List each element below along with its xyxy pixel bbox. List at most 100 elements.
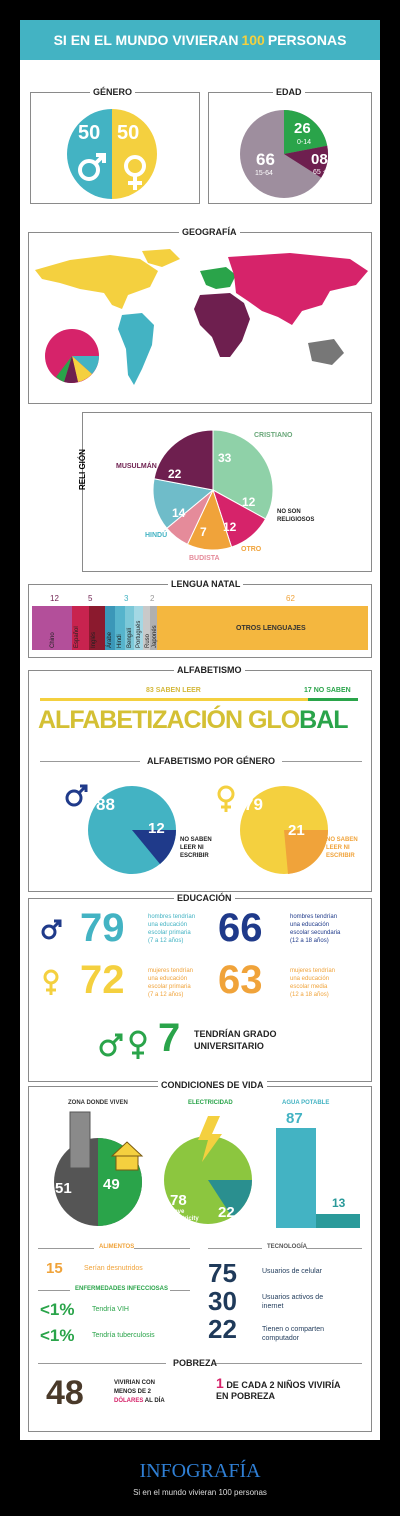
divider bbox=[208, 1248, 262, 1249]
lengua-value-3: 3 bbox=[124, 594, 129, 603]
text-line: escolar secundaria bbox=[290, 930, 341, 936]
label-no-son: NO SON bbox=[277, 509, 301, 515]
value-musulman: 22 bbox=[168, 467, 182, 481]
female-illiterate-value: 21 bbox=[288, 822, 305, 839]
elderly-slice bbox=[284, 145, 329, 178]
saben-leer-text: SABEN LEER bbox=[155, 687, 201, 694]
edad-adults-label: 15-64 bbox=[255, 170, 273, 177]
text-line: escolar primaria bbox=[148, 930, 191, 936]
internet-value: 30 bbox=[208, 1286, 237, 1316]
female-literate-value: 79 bbox=[244, 795, 263, 814]
genero-pie bbox=[67, 109, 157, 199]
label-line: Tienen o comparten bbox=[262, 1326, 324, 1333]
label-religiosos: RELIGIOSOS bbox=[277, 517, 315, 523]
hindu-slice bbox=[152, 478, 215, 529]
no-electricity-slice bbox=[208, 1180, 253, 1217]
north-america-region bbox=[35, 255, 158, 309]
label-line: NO SABEN bbox=[326, 837, 358, 843]
bar-espanol bbox=[72, 606, 89, 650]
label-line: VIVIRIAN CON bbox=[114, 1380, 156, 1386]
celular-label: Usuarios de celular bbox=[262, 1268, 322, 1275]
female-illiterate-label: NO SABEN LEER NI ESCRIBIR bbox=[326, 836, 358, 860]
lengua-value-12: 12 bbox=[50, 594, 59, 603]
male-symbol-icon bbox=[78, 153, 106, 181]
bar-japones bbox=[150, 606, 157, 650]
divider bbox=[38, 1290, 70, 1291]
male-female-icon bbox=[99, 1030, 147, 1059]
europe-region bbox=[200, 267, 236, 289]
vih-label: Tendría VIH bbox=[92, 1306, 129, 1313]
male-illiterate-label: NO SABEN LEER NI ESCRIBIR bbox=[180, 836, 212, 860]
condiciones-title: CONDICIONES DE VIDA bbox=[158, 1080, 267, 1090]
ninos-line-2: EN POBREZA bbox=[216, 1391, 276, 1401]
footer-subtitle: Si en el mundo vivieran 100 personas bbox=[133, 1488, 267, 1497]
text-line: TENDRÍAN GRADO bbox=[194, 1029, 277, 1039]
label-line: MENOS DE 2 bbox=[114, 1389, 152, 1395]
divider bbox=[306, 1248, 362, 1249]
saben-leer-value: 83 bbox=[146, 687, 154, 694]
bar-chino bbox=[32, 606, 72, 650]
text-line: una educación bbox=[290, 976, 330, 982]
divider bbox=[40, 761, 140, 762]
urban-value: 51 bbox=[55, 1180, 72, 1197]
value-no-religiosos: 12 bbox=[242, 495, 256, 509]
ninos-line-1: DE CADA 2 NIÑOS VIVIRÍA bbox=[226, 1380, 341, 1390]
text-line: una educación bbox=[148, 922, 188, 928]
divider bbox=[38, 1248, 94, 1249]
label-line: computador bbox=[262, 1335, 299, 1342]
no-agua-value: 13 bbox=[332, 1196, 346, 1210]
lengua-ruso: Ruso bbox=[145, 633, 151, 648]
edu-university-text: TENDRÍAN GRADO UNIVERSITARIO bbox=[194, 1028, 277, 1052]
edad-adults-value: 66 bbox=[256, 150, 275, 169]
tecnologia-title: TECNOLOGÍA bbox=[264, 1244, 310, 1250]
male-illiterate-slice bbox=[132, 830, 177, 864]
label-line: Usuarios activos de bbox=[262, 1294, 324, 1301]
lengua-otros: OTROS LENGUAJES bbox=[236, 625, 306, 632]
edad-elderly-label: 65 + bbox=[313, 169, 327, 176]
label-musulman: MUSULMÁN bbox=[116, 463, 157, 470]
building-icon bbox=[69, 1111, 91, 1169]
label-line: Electricity bbox=[170, 1216, 199, 1222]
desnutridos-value: 15 bbox=[46, 1260, 63, 1277]
text-line: una educación bbox=[148, 976, 188, 982]
edu-male-secondary-value: 66 bbox=[218, 906, 263, 950]
alfabetismo-genero-title: ALFABETISMO POR GÉNERO bbox=[144, 756, 279, 766]
lengua-japones: Japonés bbox=[152, 625, 158, 648]
footer-title: INFOGRAFÍA bbox=[139, 1460, 261, 1482]
text-line: (7 a 12 años) bbox=[148, 938, 184, 944]
world-map bbox=[35, 249, 368, 385]
edu-female-secondary-text: mujeres tendrían una educación escolar med… bbox=[290, 967, 335, 999]
electricity-label: Have Electricity bbox=[170, 1209, 199, 1223]
religion-section bbox=[82, 412, 372, 572]
no-agua-bar bbox=[316, 1214, 360, 1228]
headline-literate-part: ALFABETIZACIÓN GLO bbox=[38, 706, 300, 734]
value-hindu: 14 bbox=[172, 506, 186, 520]
edad-children-label: 0-14 bbox=[297, 139, 312, 146]
edad-pie bbox=[240, 110, 329, 198]
geografia-title: GEOGRAFÍA bbox=[179, 227, 240, 237]
musulman-slice bbox=[153, 429, 214, 491]
divider bbox=[170, 1290, 190, 1291]
label-budista: BUDISTA bbox=[189, 555, 220, 562]
label-line: DÓLARES AL DÍA bbox=[114, 1397, 165, 1406]
label-hindu: HINDÚ bbox=[145, 532, 168, 539]
label-end: AL DÍA bbox=[144, 1398, 165, 1404]
edu-male-primary-value: 79 bbox=[80, 906, 125, 950]
label-otro: OTRO bbox=[241, 546, 262, 553]
infographic-poster: SI EN EL MUNDO VIVIERAN 100 PERSONAS GÉN… bbox=[20, 20, 380, 1440]
ninos-pobreza-text: 1 DE CADA 2 NIÑOS VIVIRÍA EN POBREZA bbox=[216, 1376, 341, 1402]
lightning-icon bbox=[198, 1116, 222, 1162]
zona-title: ZONA DONDE VIVEN bbox=[68, 1100, 128, 1106]
house-icon bbox=[110, 1141, 144, 1171]
text-line: hombres tendrían bbox=[290, 914, 338, 920]
pobreza-label: VIVIRIAN CON MENOS DE 2 DÓLARES AL DÍA bbox=[114, 1379, 165, 1406]
bar-bengali bbox=[125, 606, 134, 650]
pobreza-title: POBREZA bbox=[170, 1358, 221, 1368]
alfabetismo-male-chart bbox=[65, 784, 177, 874]
male-symbol-icon bbox=[65, 784, 88, 807]
title-text-end: PERSONAS bbox=[267, 32, 347, 48]
male-illiterate-value: 12 bbox=[148, 820, 165, 837]
text-line: (12 a 18 años) bbox=[290, 992, 329, 998]
desnutridos-label: Serían desnutridos bbox=[84, 1265, 143, 1272]
africa-region bbox=[194, 293, 250, 357]
